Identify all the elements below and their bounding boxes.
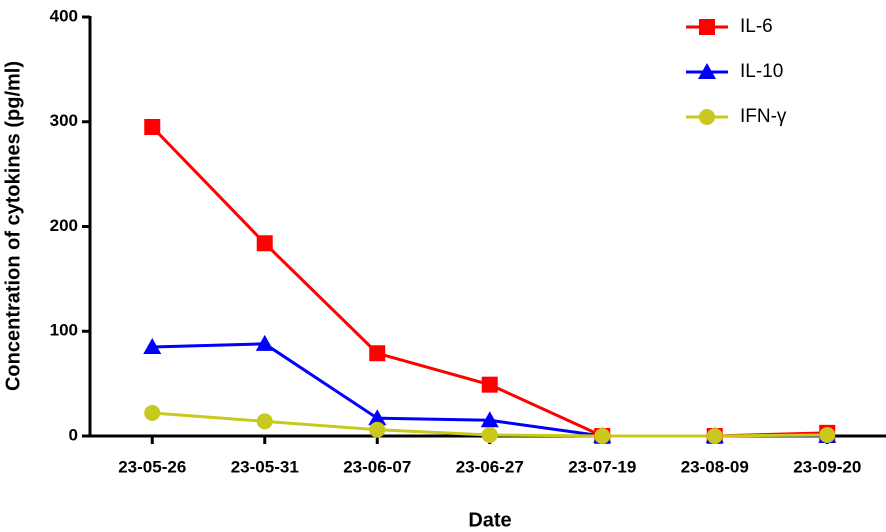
marker (480, 411, 499, 428)
marker (255, 334, 274, 351)
marker (706, 428, 723, 444)
marker (369, 345, 386, 362)
marker (369, 421, 386, 438)
marker (256, 413, 273, 430)
legend-marker (699, 19, 715, 35)
marker (368, 409, 387, 426)
marker (144, 118, 161, 135)
marker (481, 426, 498, 443)
y-tick-label: 400 (50, 6, 78, 25)
y-tick-label: 0 (69, 425, 78, 444)
x-tick-label: 23-09-20 (793, 457, 861, 476)
y-tick-label: 200 (50, 216, 78, 235)
x-tick-label: 23-08-09 (681, 457, 749, 476)
x-tick-label: 23-07-19 (568, 457, 636, 476)
y-axis-label: Concentration of cytokines (pg/ml) (2, 61, 24, 391)
y-tick-label: 100 (50, 321, 78, 340)
legend-label: IL-10 (740, 61, 783, 82)
x-tick-label: 23-05-26 (118, 457, 186, 476)
marker (594, 428, 611, 444)
marker (143, 337, 162, 354)
marker (144, 404, 161, 421)
marker (256, 235, 273, 252)
marker (819, 426, 836, 443)
legend-marker (698, 63, 716, 79)
x-tick-label: 23-06-07 (343, 457, 411, 476)
marker (481, 376, 498, 393)
legend-label: IL-6 (740, 16, 773, 37)
x-tick-label: 23-05-31 (231, 457, 299, 476)
y-tick-label: 300 (50, 111, 78, 130)
legend-marker (699, 109, 715, 125)
x-axis-label: Date (468, 509, 511, 531)
x-tick-label: 23-06-27 (456, 457, 524, 476)
legend-label: IFN-γ (740, 106, 787, 127)
